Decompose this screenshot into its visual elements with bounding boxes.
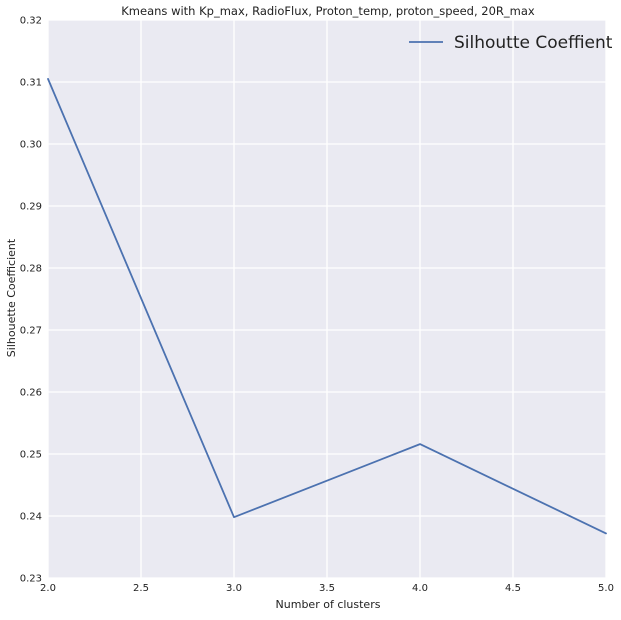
- y-tick-label: 0.32: [20, 16, 42, 27]
- x-tick-label: 3.5: [319, 583, 335, 594]
- y-tick-labels: 0.23 0.24 0.25 0.26 0.27 0.28 0.29 0.30 0.31 0.32: [20, 16, 42, 585]
- x-tick-label: 2.0: [40, 583, 56, 594]
- x-tick-label: 5.0: [598, 583, 614, 594]
- x-tick-label: 2.5: [133, 583, 149, 594]
- x-axis-label: Number of clusters: [276, 598, 381, 611]
- y-axis-label: Silhouette Coefficient: [5, 238, 18, 357]
- legend-label-silhoutte-coeffient: Silhoutte Coeffient: [454, 33, 613, 53]
- y-tick-label: 0.26: [20, 388, 42, 399]
- y-tick-label: 0.29: [20, 202, 42, 213]
- x-tick-label: 4.0: [412, 583, 428, 594]
- chart-title: Kmeans with Kp_max, RadioFlux, Proton_te…: [121, 4, 535, 18]
- x-tick-labels: 2.0 2.5 3.0 3.5 4.0 4.5 5.0: [40, 583, 614, 594]
- y-tick-label: 0.27: [20, 326, 42, 337]
- y-tick-label: 0.24: [20, 512, 42, 523]
- y-tick-label: 0.30: [20, 140, 42, 151]
- y-tick-label: 0.31: [20, 78, 42, 89]
- x-tick-label: 3.0: [226, 583, 242, 594]
- y-tick-label: 0.23: [20, 574, 42, 585]
- x-tick-label: 4.5: [505, 583, 521, 594]
- y-tick-label: 0.28: [20, 264, 42, 275]
- y-tick-label: 0.25: [20, 450, 42, 461]
